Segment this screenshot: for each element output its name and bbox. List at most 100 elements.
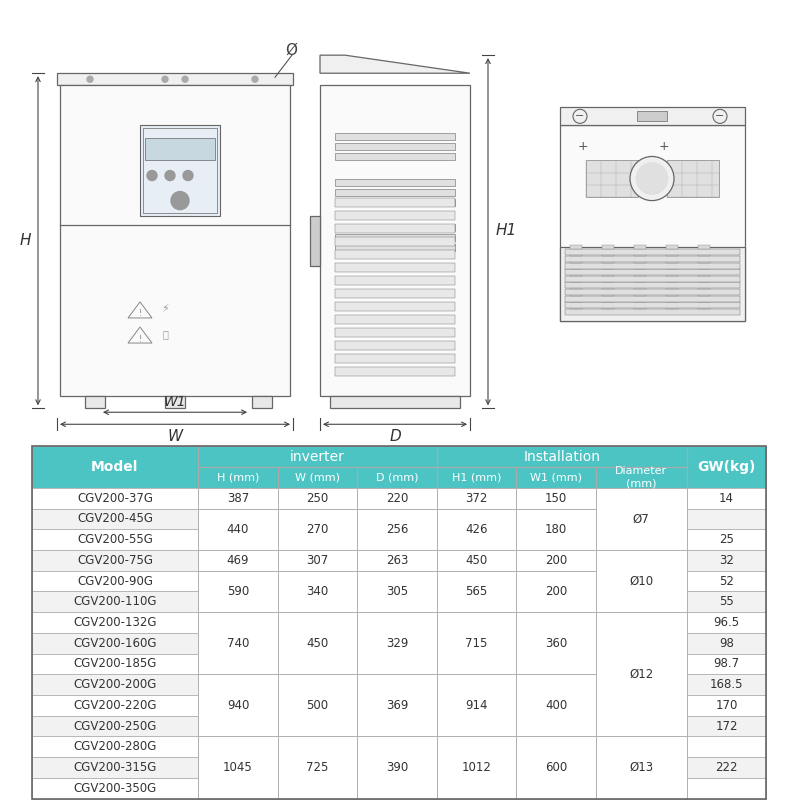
Ellipse shape xyxy=(659,151,727,206)
Text: H: H xyxy=(19,233,31,248)
Text: H (mm): H (mm) xyxy=(216,472,259,483)
Text: CGV200-350G: CGV200-350G xyxy=(73,782,156,795)
Text: 329: 329 xyxy=(386,637,408,650)
Bar xyxy=(32,509,198,530)
Bar xyxy=(565,276,740,282)
Text: 256: 256 xyxy=(386,523,408,536)
Bar xyxy=(32,737,198,757)
Bar xyxy=(278,716,357,737)
Bar xyxy=(570,265,582,269)
Bar xyxy=(687,757,766,778)
Bar xyxy=(278,509,357,550)
Text: 96.5: 96.5 xyxy=(713,616,739,629)
Bar xyxy=(198,550,278,571)
Text: CGV200-220G: CGV200-220G xyxy=(73,699,156,712)
Bar xyxy=(57,73,293,85)
Bar xyxy=(687,447,766,488)
Text: D: D xyxy=(389,429,401,444)
Bar xyxy=(357,571,437,612)
Bar xyxy=(32,612,198,633)
Text: Diameter
(mm): Diameter (mm) xyxy=(615,466,668,488)
Bar xyxy=(570,245,582,249)
Bar xyxy=(437,757,517,778)
Circle shape xyxy=(87,77,93,82)
Text: 440: 440 xyxy=(227,523,249,536)
Text: 1012: 1012 xyxy=(461,761,491,774)
Bar xyxy=(32,654,198,675)
Bar xyxy=(596,737,687,799)
Text: W: W xyxy=(167,429,182,444)
Bar xyxy=(666,265,678,269)
Text: 600: 600 xyxy=(545,761,567,774)
Bar xyxy=(517,654,596,675)
Text: CGV200-55G: CGV200-55G xyxy=(77,533,152,546)
Text: 360: 360 xyxy=(545,637,567,650)
Text: 740: 740 xyxy=(227,637,249,650)
Bar xyxy=(278,592,357,612)
Text: 372: 372 xyxy=(465,492,487,505)
Bar xyxy=(335,250,455,259)
Text: 200: 200 xyxy=(545,554,567,567)
Bar xyxy=(517,509,596,530)
Bar xyxy=(596,695,687,716)
Text: Ø7: Ø7 xyxy=(633,513,649,526)
Bar xyxy=(560,247,745,321)
Bar xyxy=(278,675,357,737)
Text: 450: 450 xyxy=(465,554,487,567)
Bar xyxy=(357,633,437,654)
Text: 1045: 1045 xyxy=(223,761,253,774)
Text: W1 (mm): W1 (mm) xyxy=(530,472,582,483)
Bar xyxy=(602,265,614,269)
Bar xyxy=(437,695,517,716)
Bar xyxy=(437,550,517,571)
Bar xyxy=(32,550,198,571)
Bar xyxy=(437,675,517,695)
Bar xyxy=(687,633,766,654)
Bar xyxy=(335,197,455,206)
Circle shape xyxy=(165,171,175,181)
Bar xyxy=(637,111,667,122)
Bar xyxy=(687,550,766,571)
Bar xyxy=(32,757,198,778)
Bar xyxy=(560,107,745,126)
Bar xyxy=(698,278,710,282)
Bar xyxy=(517,737,596,757)
Bar xyxy=(565,282,740,289)
Text: CGV200-110G: CGV200-110G xyxy=(73,596,156,609)
Bar xyxy=(596,778,687,799)
Text: Model: Model xyxy=(91,460,138,474)
Bar xyxy=(32,571,198,592)
Bar xyxy=(667,160,719,197)
Bar xyxy=(687,737,766,757)
Bar xyxy=(32,757,198,778)
Bar xyxy=(335,143,455,151)
Bar xyxy=(570,272,582,276)
Bar xyxy=(687,654,766,675)
Text: CGV200-315G: CGV200-315G xyxy=(73,761,156,774)
Bar xyxy=(437,612,517,633)
Bar xyxy=(198,530,278,550)
Bar xyxy=(278,571,357,612)
Bar xyxy=(357,467,437,488)
Text: 270: 270 xyxy=(307,523,329,536)
Bar xyxy=(602,278,614,282)
Bar xyxy=(278,633,357,654)
Bar xyxy=(140,126,220,216)
Bar xyxy=(278,550,357,571)
Bar xyxy=(330,397,460,408)
Bar xyxy=(666,272,678,276)
Bar xyxy=(32,612,198,633)
Text: 340: 340 xyxy=(307,585,329,598)
Bar xyxy=(596,550,687,612)
Text: 180: 180 xyxy=(545,523,567,536)
Bar xyxy=(198,737,278,757)
Bar xyxy=(32,488,198,509)
Bar xyxy=(335,328,455,337)
Bar xyxy=(687,757,766,778)
Bar xyxy=(198,612,278,675)
Bar xyxy=(602,292,614,296)
Bar xyxy=(687,695,766,716)
Bar xyxy=(198,757,278,778)
Text: 369: 369 xyxy=(386,699,408,712)
Bar xyxy=(357,675,437,737)
